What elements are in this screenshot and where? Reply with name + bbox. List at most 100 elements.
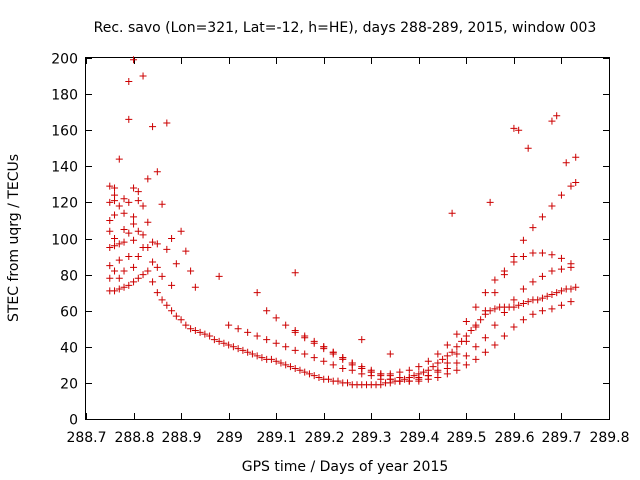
x-tick-label: 288.7: [66, 430, 106, 446]
data-point: [272, 357, 280, 365]
data-point: [272, 314, 280, 322]
data-points: [106, 56, 580, 389]
data-point: [134, 253, 142, 261]
data-point: [234, 345, 242, 353]
data-point: [229, 343, 237, 351]
data-point: [263, 307, 271, 315]
data-point: [548, 267, 556, 275]
data-point: [500, 332, 508, 340]
data-point: [548, 305, 556, 313]
data-point: [481, 289, 489, 297]
data-point: [130, 56, 138, 64]
data-point: [130, 263, 138, 271]
data-point: [168, 235, 176, 242]
data-point: [196, 328, 204, 336]
data-point: [253, 332, 261, 340]
data-point: [272, 339, 280, 347]
data-point: [448, 209, 456, 217]
data-point: [519, 253, 527, 261]
data-point: [557, 287, 565, 295]
data-point: [115, 155, 123, 163]
data-point: [282, 343, 290, 351]
data-point: [491, 305, 499, 313]
x-tick-label: 289.7: [541, 430, 581, 446]
data-point: [538, 272, 546, 280]
data-point: [153, 263, 161, 271]
data-point: [443, 352, 451, 360]
data-point: [310, 372, 318, 380]
x-tick-label: 289.6: [494, 430, 534, 446]
data-point: [187, 267, 195, 275]
data-point: [339, 354, 347, 362]
data-point: [453, 343, 461, 351]
data-point: [453, 359, 461, 367]
data-point: [538, 249, 546, 257]
data-point: [472, 343, 480, 351]
data-point: [130, 184, 138, 192]
y-tick-label: 180: [51, 88, 78, 104]
data-point: [291, 269, 299, 277]
data-point: [534, 296, 542, 304]
data-point: [282, 321, 290, 329]
data-point: [386, 350, 394, 358]
data-point: [115, 274, 123, 282]
data-point: [572, 283, 580, 291]
data-point: [139, 72, 147, 80]
data-point: [111, 191, 119, 199]
data-point: [477, 316, 485, 324]
data-point: [149, 238, 157, 246]
data-point: [462, 318, 470, 326]
data-point: [472, 323, 480, 331]
data-point: [139, 271, 147, 279]
data-point: [524, 144, 532, 152]
data-point: [305, 370, 313, 378]
data-point: [115, 256, 123, 264]
data-point: [320, 343, 328, 351]
x-tick-label: 289.4: [399, 430, 439, 446]
data-point: [424, 372, 432, 380]
data-point: [472, 355, 480, 363]
data-point: [405, 366, 413, 374]
data-point: [415, 363, 423, 371]
data-point: [115, 285, 123, 293]
data-point: [125, 229, 133, 237]
data-point: [491, 321, 499, 329]
y-tick-label: 120: [51, 196, 78, 212]
data-point: [130, 220, 138, 228]
data-point: [329, 348, 337, 356]
data-point: [172, 260, 180, 268]
x-tick-label: 288.8: [114, 430, 154, 446]
data-point: [144, 244, 152, 252]
data-point: [201, 330, 209, 338]
data-point: [286, 363, 294, 371]
data-point: [134, 188, 142, 196]
data-point: [191, 283, 199, 291]
y-tick-label: 100: [51, 233, 78, 249]
data-point: [210, 336, 218, 344]
data-point: [453, 366, 461, 374]
data-point: [386, 375, 394, 383]
x-tick-label: 289.3: [351, 430, 391, 446]
data-point: [434, 359, 442, 367]
data-point: [486, 198, 494, 206]
data-point: [519, 236, 527, 244]
data-point: [515, 301, 523, 309]
data-point: [168, 307, 176, 315]
data-point: [120, 225, 128, 233]
data-point: [301, 334, 309, 342]
data-point: [291, 328, 299, 336]
data-point: [191, 327, 199, 335]
data-point: [358, 364, 366, 372]
data-point: [572, 179, 580, 187]
data-point: [244, 328, 252, 336]
data-point: [163, 119, 171, 127]
data-point: [163, 301, 171, 309]
data-point: [557, 265, 565, 273]
data-point: [562, 159, 570, 167]
data-point: [443, 341, 451, 349]
data-point: [467, 327, 475, 335]
data-point: [106, 198, 114, 206]
data-point: [405, 377, 413, 385]
data-point: [291, 346, 299, 354]
x-tick-label: 289: [216, 430, 243, 446]
